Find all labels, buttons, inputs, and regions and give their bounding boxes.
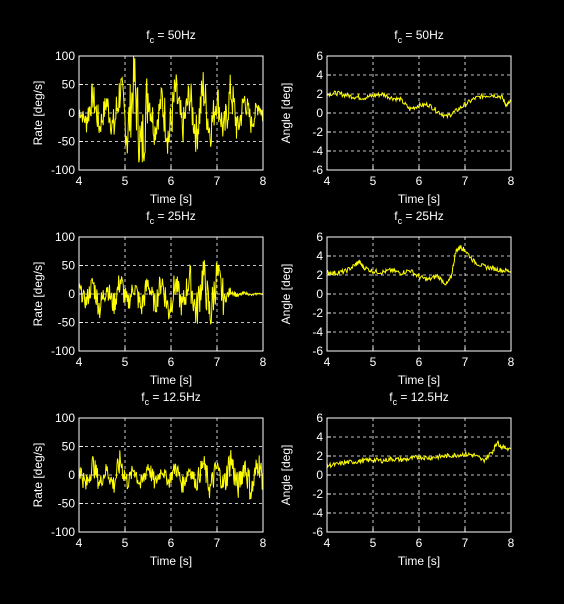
x-tick-label: 8 bbox=[508, 355, 515, 369]
y-tick-label: 4 bbox=[316, 68, 323, 82]
x-tick-label: 8 bbox=[260, 536, 267, 550]
subplot-5: 4 5 6 7 8 -100 -50 0 50 100 Time [s] Rate [deg/s] fc… bbox=[31, 390, 267, 568]
x-tick-label: 5 bbox=[122, 536, 129, 550]
y-axis-label: Rate [deg/s] bbox=[31, 262, 45, 327]
x-tick-label: 5 bbox=[122, 174, 129, 188]
series-line bbox=[326, 90, 512, 120]
plot-title: fc = 50Hz bbox=[394, 28, 444, 45]
plot-title: fc = 12.5Hz bbox=[389, 390, 449, 407]
y-tick-label: -4 bbox=[312, 506, 323, 520]
x-tick-label: 8 bbox=[508, 174, 515, 188]
x-tick-label: 4 bbox=[76, 355, 83, 369]
y-tick-label: 4 bbox=[316, 430, 323, 444]
x-tick-label: 6 bbox=[168, 355, 175, 369]
y-axis-label: Rate [deg/s] bbox=[31, 443, 45, 508]
x-tick-label: 5 bbox=[370, 174, 377, 188]
y-tick-label: 100 bbox=[55, 411, 75, 425]
y-axis-label: Angle [deg] bbox=[279, 445, 293, 506]
y-tick-label: 0 bbox=[68, 106, 75, 120]
x-tick-label: 6 bbox=[168, 174, 175, 188]
y-tick-label: 100 bbox=[55, 49, 75, 63]
y-tick-label: 4 bbox=[316, 249, 323, 263]
y-tick-label: 2 bbox=[316, 268, 323, 282]
x-tick-label: 7 bbox=[462, 536, 469, 550]
y-tick-label: -6 bbox=[312, 525, 323, 539]
y-tick-label: -4 bbox=[312, 144, 323, 158]
y-tick-label: 50 bbox=[62, 78, 76, 92]
x-tick-label: 5 bbox=[370, 355, 377, 369]
series-line bbox=[78, 449, 264, 500]
x-tick-label: 6 bbox=[416, 355, 423, 369]
x-tick-label: 6 bbox=[416, 174, 423, 188]
subplot-3: 4 5 6 7 8 -100 -50 0 50 100 Time [s] Rate [deg/s] fc… bbox=[31, 209, 267, 387]
x-tick-label: 4 bbox=[324, 174, 331, 188]
y-tick-label: -2 bbox=[312, 487, 323, 501]
y-tick-label: 0 bbox=[316, 106, 323, 120]
subplot-6: 4 5 6 7 8 -6 -4 -2 0 2 4 6 Time [s] Angle [deg] fc = 1… bbox=[279, 390, 515, 568]
x-tick-label: 6 bbox=[416, 536, 423, 550]
y-tick-label: 6 bbox=[316, 230, 323, 244]
x-tick-label: 7 bbox=[214, 355, 221, 369]
y-tick-label: 0 bbox=[316, 468, 323, 482]
y-tick-label: 2 bbox=[316, 449, 323, 463]
x-tick-label: 7 bbox=[462, 355, 469, 369]
x-tick-label: 7 bbox=[214, 536, 221, 550]
x-tick-label: 7 bbox=[214, 174, 221, 188]
y-tick-label: 50 bbox=[62, 440, 76, 454]
x-tick-label: 6 bbox=[168, 536, 175, 550]
plot-title: fc = 25Hz bbox=[146, 209, 196, 226]
y-tick-label: 0 bbox=[68, 287, 75, 301]
x-axis-label: Time [s] bbox=[398, 192, 440, 206]
y-tick-label: 100 bbox=[55, 230, 75, 244]
x-axis-label: Time [s] bbox=[398, 554, 440, 568]
plot-title: fc = 25Hz bbox=[394, 209, 444, 226]
subplot-2: 4 5 6 7 8 -6 -4 -2 0 2 4 6 Time [s] Angle [deg] fc = 5… bbox=[279, 28, 515, 206]
series-line bbox=[326, 440, 512, 469]
x-tick-label: 4 bbox=[76, 174, 83, 188]
x-axis-label: Time [s] bbox=[150, 554, 192, 568]
y-tick-label: 6 bbox=[316, 49, 323, 63]
x-tick-label: 4 bbox=[324, 355, 331, 369]
y-tick-label: -2 bbox=[312, 306, 323, 320]
y-tick-label: -6 bbox=[312, 344, 323, 358]
x-tick-label: 4 bbox=[324, 536, 331, 550]
series-line bbox=[326, 245, 512, 286]
x-axis-label: Time [s] bbox=[150, 192, 192, 206]
subplot-4: 4 5 6 7 8 -6 -4 -2 0 2 4 6 Time [s] Angle [deg] fc = 2… bbox=[279, 209, 515, 387]
y-tick-label: -100 bbox=[51, 344, 75, 358]
y-tick-label: 50 bbox=[62, 259, 76, 273]
x-axis-label: Time [s] bbox=[150, 373, 192, 387]
y-tick-label: 0 bbox=[316, 287, 323, 301]
y-tick-label: -6 bbox=[312, 163, 323, 177]
x-tick-label: 7 bbox=[462, 174, 469, 188]
y-tick-label: 0 bbox=[68, 468, 75, 482]
y-tick-label: -2 bbox=[312, 125, 323, 139]
series-line bbox=[78, 260, 264, 325]
x-tick-label: 5 bbox=[370, 536, 377, 550]
plot-title: fc = 50Hz bbox=[146, 28, 196, 45]
x-tick-label: 8 bbox=[260, 355, 267, 369]
x-tick-label: 8 bbox=[508, 536, 515, 550]
y-tick-label: -50 bbox=[58, 497, 76, 511]
x-tick-label: 4 bbox=[76, 536, 83, 550]
y-tick-label: -50 bbox=[58, 316, 76, 330]
y-tick-label: -4 bbox=[312, 325, 323, 339]
y-tick-label: 6 bbox=[316, 411, 323, 425]
y-axis-label: Angle [deg] bbox=[279, 264, 293, 325]
y-axis-label: Rate [deg/s] bbox=[31, 81, 45, 146]
x-tick-label: 8 bbox=[260, 174, 267, 188]
y-tick-label: -50 bbox=[58, 135, 76, 149]
y-tick-label: -100 bbox=[51, 163, 75, 177]
series-line bbox=[78, 55, 264, 163]
plot-title: fc = 12.5Hz bbox=[141, 390, 201, 407]
x-tick-label: 5 bbox=[122, 355, 129, 369]
y-tick-label: -100 bbox=[51, 525, 75, 539]
subplot-1: 4 5 6 7 8 -100 -50 0 50 100 Time [s] Rate [deg/s] fc… bbox=[31, 28, 267, 206]
y-tick-label: 2 bbox=[316, 87, 323, 101]
x-axis-label: Time [s] bbox=[398, 373, 440, 387]
y-axis-label: Angle [deg] bbox=[279, 83, 293, 144]
